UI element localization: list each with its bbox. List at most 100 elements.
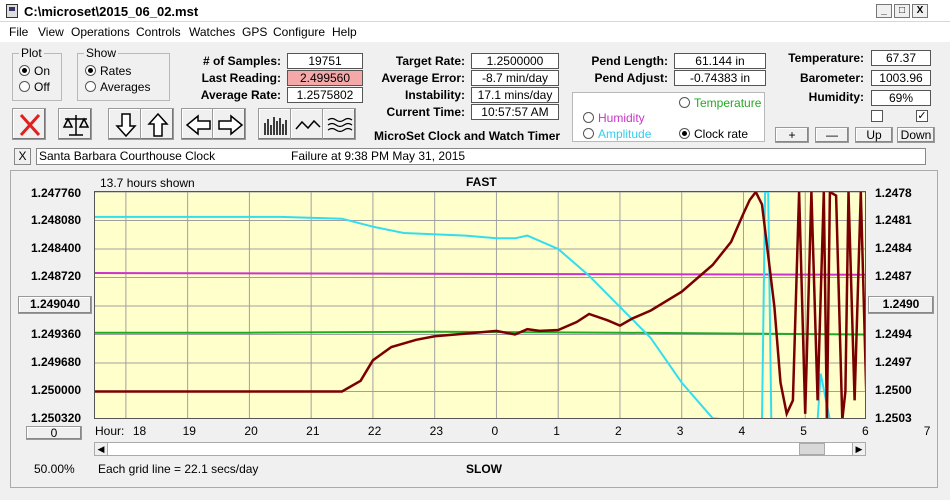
right-tick-2: 1.2484 <box>875 241 912 255</box>
sensor-amplitude-radio[interactable]: Amplitude <box>583 127 651 141</box>
hour-tick: 23 <box>429 424 444 438</box>
hour-tick: 5 <box>800 424 807 438</box>
minus-button[interactable]: — <box>815 127 849 143</box>
scroll-left-icon[interactable]: ◀ <box>95 443 108 455</box>
offset-button[interactable]: 0 <box>26 426 82 440</box>
plot-on-radio[interactable]: On <box>19 64 50 78</box>
arrow-left-icon <box>185 114 211 136</box>
zoom-level: 50.00% <box>34 462 75 476</box>
menu-controls[interactable]: Controls <box>136 25 181 39</box>
radio-empty-icon <box>19 81 30 92</box>
temperature-field: 67.37 <box>871 50 931 66</box>
right-tick-7: 1.2500 <box>875 383 912 397</box>
clock-name: Santa Barbara Courthouse Clock <box>39 149 216 163</box>
menu-configure[interactable]: Configure <box>273 25 326 39</box>
app-caption: MicroSet Clock and Watch Timer <box>374 129 561 143</box>
menu-watches[interactable]: Watches <box>189 25 236 39</box>
average-error-field: -8.7 min/day <box>471 70 559 86</box>
hour-tick: 18 <box>132 424 147 438</box>
sensor-select-box <box>572 92 765 142</box>
barometer-field: 1003.96 <box>871 70 931 86</box>
close-button[interactable]: X <box>912 4 928 18</box>
plot-off-radio[interactable]: Off <box>19 80 50 94</box>
menu-bar: File View Operations Controls Watches GP… <box>0 22 950 42</box>
radio-empty-icon <box>679 97 690 108</box>
fast-label: FAST <box>466 175 497 189</box>
rate-chart <box>94 191 866 419</box>
radio-empty-icon <box>583 112 594 123</box>
radio-empty-icon <box>85 81 96 92</box>
plus-button[interactable]: + <box>775 127 809 143</box>
sensor-temperature-radio[interactable]: Temperature <box>679 96 761 110</box>
arrow-up-icon <box>147 112 169 137</box>
window-title: C:\microset\2015_06_02.mst <box>24 4 199 19</box>
show-group: Show <box>77 46 170 101</box>
sensor-clock-rate-radio[interactable]: Clock rate <box>679 127 748 141</box>
plot-group-title: Plot <box>19 46 44 60</box>
right-tick-1: 1.2481 <box>875 213 912 227</box>
menu-help[interactable]: Help <box>332 25 357 39</box>
hour-tick: 1 <box>553 424 560 438</box>
show-rates-radio[interactable]: Rates <box>85 64 131 78</box>
menu-file[interactable]: File <box>9 25 29 39</box>
clear-button[interactable] <box>12 108 46 140</box>
right-tick-3: 1.2487 <box>875 269 912 283</box>
maximize-button[interactable]: □ <box>894 4 910 18</box>
menu-operations[interactable]: Operations <box>71 25 130 39</box>
radio-empty-icon <box>583 128 594 139</box>
hour-tick: 22 <box>367 424 382 438</box>
menu-gps[interactable]: GPS <box>242 25 268 39</box>
menu-view[interactable]: View <box>38 25 64 39</box>
time-scrollbar[interactable]: ◀ ▶ <box>94 442 866 456</box>
series-clock-rate <box>95 192 865 418</box>
radio-selected-icon <box>679 128 690 139</box>
option-checkbox-2[interactable]: ✓ <box>916 110 928 122</box>
average-rate-field: 1.2575802 <box>287 87 363 103</box>
show-averages-radio[interactable]: Averages <box>85 80 150 94</box>
close-clock-button[interactable]: X <box>14 148 31 165</box>
left-tick-6: 1.249680 <box>31 355 82 369</box>
grid-note: Each grid line = 22.1 secs/day <box>98 462 259 476</box>
arrow-down-button[interactable] <box>108 108 142 140</box>
instability-label: Instability: <box>404 88 465 102</box>
minimize-button[interactable]: _ <box>876 4 892 18</box>
pend-adjust-label: Pend Adjust: <box>594 71 668 85</box>
arrow-down-icon <box>115 113 137 138</box>
hour-tick: 7 <box>923 424 931 438</box>
sensor-humidity-radio[interactable]: Humidity <box>583 111 645 125</box>
multi-wave-button[interactable] <box>322 108 356 140</box>
scroll-right-icon[interactable]: ▶ <box>852 443 865 455</box>
show-group-title: Show <box>84 46 119 60</box>
target-rate-label: Target Rate: <box>395 54 465 68</box>
left-scale-button[interactable]: 1.249040 <box>18 296 92 314</box>
current-time-label: Current Time: <box>386 105 465 119</box>
left-tick-1: 1.248080 <box>31 213 82 227</box>
clock-status: Failure at 9:38 PM May 31, 2015 <box>291 149 466 163</box>
right-scale-button[interactable]: 1.2490 <box>868 296 934 314</box>
arrow-up-button[interactable] <box>140 108 174 140</box>
arrow-left-button[interactable] <box>181 108 215 140</box>
balance-button[interactable] <box>58 108 92 140</box>
histogram-icon <box>264 117 287 135</box>
samples-field: 19751 <box>287 53 363 69</box>
wave-button[interactable] <box>290 108 324 140</box>
hour-tick: 3 <box>676 424 684 438</box>
histogram-button[interactable] <box>258 108 292 140</box>
last-reading-field: 2.499560 <box>287 70 363 86</box>
slow-label: SLOW <box>466 462 502 476</box>
app-icon <box>6 4 18 18</box>
hour-tick: 6 <box>862 424 869 438</box>
wave-icon <box>295 119 321 130</box>
multi-wave-icon <box>327 117 353 133</box>
up-button[interactable]: Up <box>855 127 893 143</box>
pend-adjust-field: -0.74383 in <box>674 70 766 86</box>
arrow-right-button[interactable] <box>212 108 246 140</box>
down-button[interactable]: Down <box>897 127 935 143</box>
option-checkbox-1[interactable] <box>871 110 883 122</box>
barometer-label: Barometer: <box>799 71 864 85</box>
scroll-thumb[interactable] <box>799 443 825 455</box>
current-time-field: 10:57:57 AM <box>471 104 559 120</box>
scale-icon <box>62 115 90 136</box>
left-tick-5: 1.249360 <box>31 327 82 341</box>
right-tick-0: 1.2478 <box>875 186 912 200</box>
